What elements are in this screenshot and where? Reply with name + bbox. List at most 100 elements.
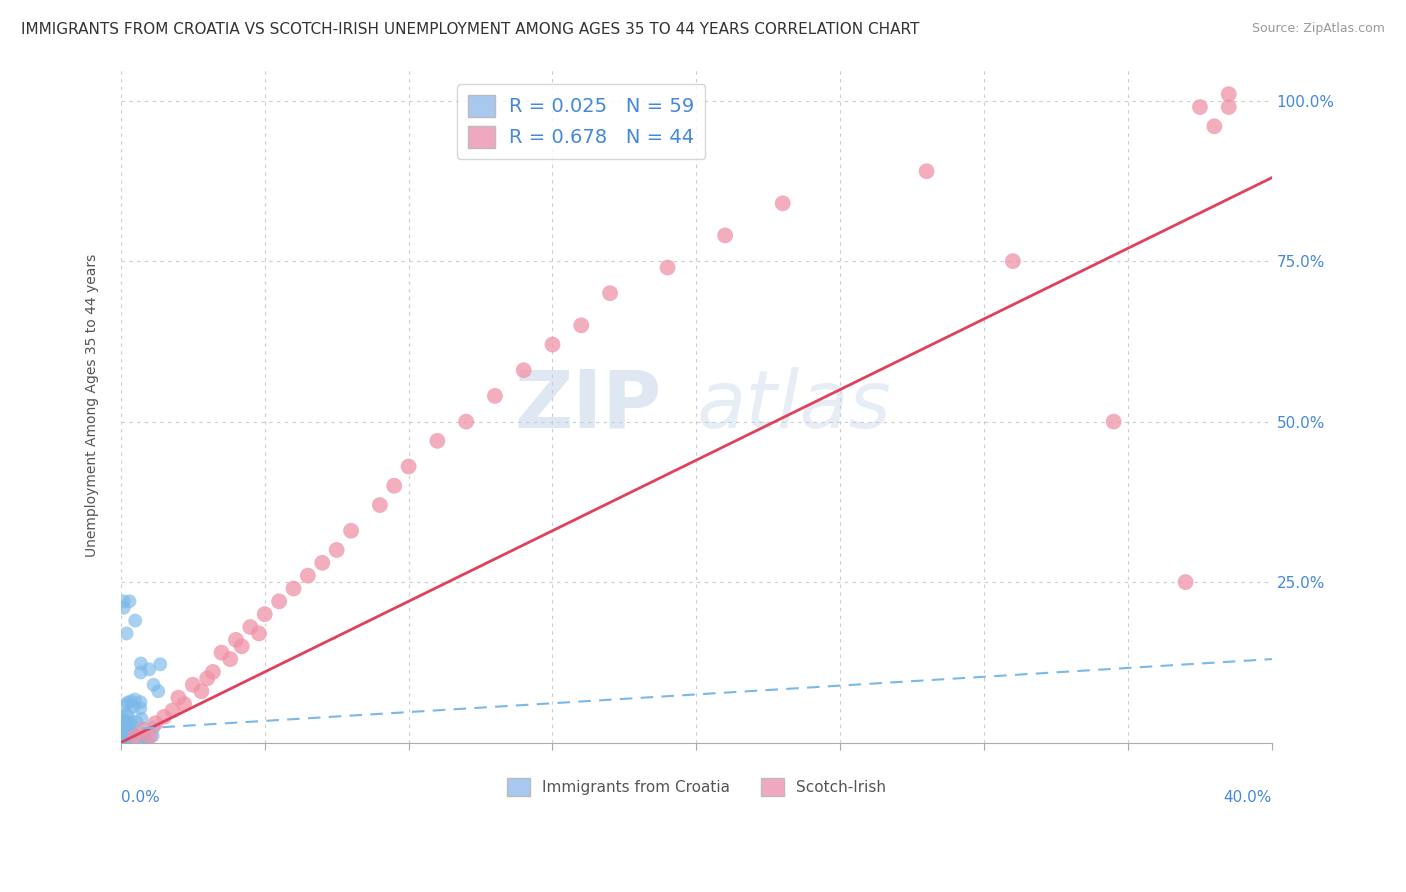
Point bbox=[120, 694, 142, 708]
Point bbox=[112, 594, 135, 608]
Point bbox=[195, 672, 218, 686]
Text: atlas: atlas bbox=[696, 367, 891, 444]
Point bbox=[124, 614, 146, 628]
Point bbox=[117, 708, 139, 723]
Point bbox=[120, 732, 142, 747]
Point bbox=[112, 730, 135, 744]
Point bbox=[149, 657, 172, 672]
Point bbox=[283, 582, 305, 596]
Point bbox=[111, 726, 134, 740]
Point bbox=[114, 698, 136, 713]
Point bbox=[115, 715, 138, 730]
Point bbox=[115, 728, 138, 742]
Point bbox=[112, 727, 135, 741]
Point bbox=[311, 556, 333, 570]
Point bbox=[484, 389, 506, 403]
Point bbox=[120, 719, 142, 733]
Point bbox=[1204, 120, 1226, 134]
Point bbox=[135, 733, 157, 747]
Point bbox=[124, 729, 146, 743]
Point bbox=[657, 260, 679, 275]
Point bbox=[111, 735, 134, 749]
Point bbox=[111, 711, 134, 725]
Point bbox=[225, 632, 247, 647]
Point bbox=[118, 594, 141, 608]
Point bbox=[121, 728, 143, 742]
Text: IMMIGRANTS FROM CROATIA VS SCOTCH-IRISH UNEMPLOYMENT AMONG AGES 35 TO 44 YEARS C: IMMIGRANTS FROM CROATIA VS SCOTCH-IRISH … bbox=[21, 22, 920, 37]
Point bbox=[132, 728, 155, 742]
Point bbox=[599, 286, 621, 301]
Point bbox=[382, 479, 405, 493]
Point bbox=[115, 724, 138, 739]
Point bbox=[269, 594, 291, 608]
Point bbox=[115, 626, 138, 640]
Point bbox=[112, 735, 135, 749]
Point bbox=[112, 600, 135, 615]
Text: 40.0%: 40.0% bbox=[1223, 789, 1272, 805]
Point bbox=[368, 498, 391, 512]
Point bbox=[1218, 100, 1240, 114]
Point bbox=[426, 434, 449, 448]
Point bbox=[112, 731, 135, 745]
Point bbox=[129, 695, 152, 709]
Legend: Immigrants from Croatia, Scotch-Irish: Immigrants from Croatia, Scotch-Irish bbox=[501, 772, 891, 802]
Point bbox=[1001, 254, 1024, 268]
Point bbox=[325, 543, 347, 558]
Point bbox=[131, 731, 153, 745]
Point bbox=[114, 720, 136, 734]
Point bbox=[120, 716, 142, 731]
Point bbox=[231, 640, 253, 654]
Point bbox=[1102, 415, 1125, 429]
Point bbox=[148, 684, 170, 698]
Point bbox=[111, 733, 134, 747]
Point bbox=[915, 164, 938, 178]
Point bbox=[115, 729, 138, 743]
Point bbox=[456, 415, 478, 429]
Text: ZIP: ZIP bbox=[515, 367, 662, 444]
Point bbox=[118, 727, 141, 741]
Point bbox=[398, 459, 420, 474]
Point bbox=[1174, 575, 1197, 590]
Point bbox=[121, 726, 143, 740]
Point bbox=[117, 731, 139, 745]
Point bbox=[247, 626, 270, 640]
Point bbox=[115, 722, 138, 736]
Point bbox=[111, 733, 134, 747]
Point bbox=[115, 707, 138, 722]
Point bbox=[340, 524, 363, 538]
Point bbox=[162, 703, 184, 717]
Point bbox=[138, 662, 160, 676]
Point bbox=[115, 731, 138, 745]
Point bbox=[114, 733, 136, 747]
Point bbox=[115, 721, 138, 735]
Point bbox=[219, 652, 242, 666]
Point bbox=[541, 337, 564, 351]
Point bbox=[253, 607, 276, 622]
Point bbox=[190, 684, 212, 698]
Point bbox=[1188, 100, 1211, 114]
Point bbox=[122, 699, 145, 714]
Point bbox=[143, 716, 166, 731]
Text: Source: ZipAtlas.com: Source: ZipAtlas.com bbox=[1251, 22, 1385, 36]
Point bbox=[181, 678, 204, 692]
Point bbox=[167, 690, 190, 705]
Y-axis label: Unemployment Among Ages 35 to 44 years: Unemployment Among Ages 35 to 44 years bbox=[86, 254, 100, 558]
Point bbox=[132, 723, 155, 737]
Point bbox=[142, 720, 165, 734]
Point bbox=[124, 692, 146, 706]
Point bbox=[114, 715, 136, 730]
Point bbox=[129, 665, 152, 680]
Point bbox=[112, 731, 135, 746]
Point bbox=[211, 646, 233, 660]
Point bbox=[569, 318, 592, 333]
Point bbox=[115, 727, 138, 741]
Point bbox=[153, 710, 176, 724]
Point bbox=[1218, 87, 1240, 102]
Point bbox=[129, 701, 152, 715]
Point bbox=[114, 721, 136, 735]
Point bbox=[772, 196, 794, 211]
Text: 0.0%: 0.0% bbox=[121, 789, 159, 805]
Point bbox=[239, 620, 262, 634]
Point bbox=[134, 735, 156, 749]
Point bbox=[125, 714, 148, 729]
